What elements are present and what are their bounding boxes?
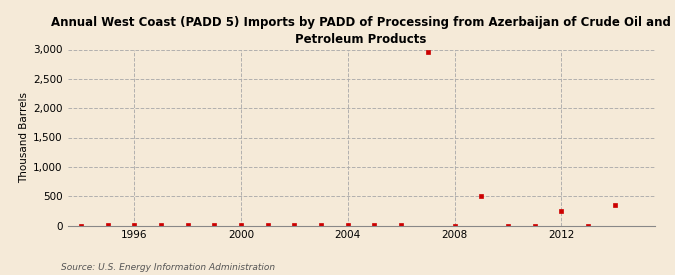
Title: Annual West Coast (PADD 5) Imports by PADD of Processing from Azerbaijan of Crud: Annual West Coast (PADD 5) Imports by PA… <box>51 16 671 46</box>
Text: Source: U.S. Energy Information Administration: Source: U.S. Energy Information Administ… <box>61 263 275 272</box>
Y-axis label: Thousand Barrels: Thousand Barrels <box>19 92 29 183</box>
